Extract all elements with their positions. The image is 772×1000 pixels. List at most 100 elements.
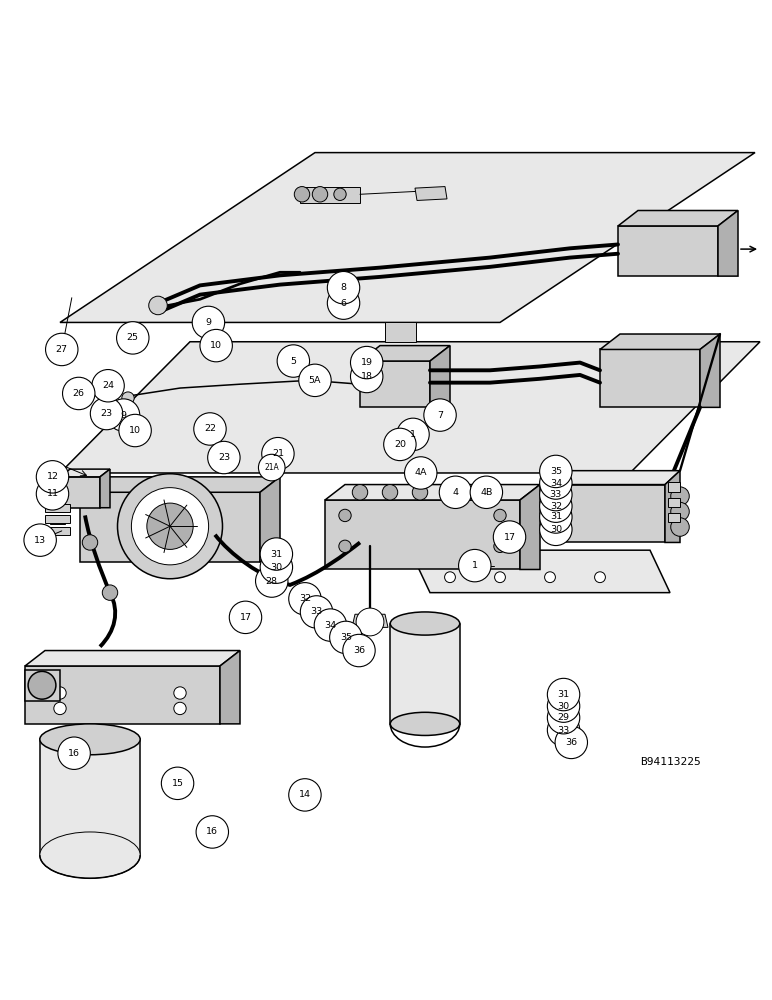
Circle shape (540, 513, 572, 546)
Ellipse shape (40, 724, 141, 755)
Polygon shape (390, 624, 460, 724)
Text: 33: 33 (310, 607, 323, 616)
Circle shape (229, 601, 262, 634)
Text: 14: 14 (299, 790, 311, 799)
Polygon shape (25, 666, 220, 724)
Text: 8: 8 (340, 283, 347, 292)
Circle shape (540, 501, 572, 533)
Text: 32: 32 (299, 594, 311, 603)
Circle shape (445, 572, 455, 583)
Circle shape (671, 518, 689, 536)
Circle shape (594, 572, 605, 583)
Text: 36: 36 (565, 738, 577, 747)
Text: 7: 7 (437, 411, 443, 420)
Circle shape (102, 585, 117, 600)
Circle shape (540, 455, 572, 488)
Ellipse shape (391, 712, 460, 735)
Circle shape (92, 370, 124, 402)
Bar (668, 482, 680, 492)
Text: 24: 24 (102, 381, 114, 390)
Polygon shape (50, 515, 65, 524)
Polygon shape (45, 504, 70, 512)
Circle shape (194, 413, 226, 445)
Text: 16: 16 (206, 827, 218, 836)
Text: 10: 10 (129, 426, 141, 435)
Circle shape (350, 346, 383, 379)
Circle shape (300, 596, 333, 628)
Text: 33: 33 (557, 726, 570, 735)
Polygon shape (600, 334, 720, 349)
Text: 31: 31 (557, 690, 570, 699)
Circle shape (671, 502, 689, 521)
Polygon shape (260, 477, 280, 562)
Circle shape (343, 634, 375, 667)
Polygon shape (665, 471, 680, 542)
Polygon shape (600, 349, 700, 407)
Text: 9: 9 (120, 411, 127, 420)
Circle shape (174, 702, 186, 715)
Text: 1: 1 (472, 561, 478, 570)
Circle shape (131, 488, 208, 565)
Circle shape (495, 572, 506, 583)
Circle shape (63, 377, 95, 410)
Text: 5A: 5A (309, 376, 321, 385)
Circle shape (547, 701, 580, 734)
Polygon shape (700, 334, 720, 407)
Polygon shape (100, 469, 110, 508)
Text: 19: 19 (361, 358, 373, 367)
Text: 11: 11 (46, 489, 59, 498)
Circle shape (382, 485, 398, 500)
Circle shape (208, 441, 240, 474)
Circle shape (671, 487, 689, 505)
Circle shape (439, 476, 472, 508)
Circle shape (459, 549, 491, 582)
Text: 21A: 21A (264, 463, 279, 472)
Polygon shape (40, 739, 140, 855)
Circle shape (327, 271, 360, 304)
Polygon shape (555, 485, 665, 542)
Text: 30: 30 (270, 563, 283, 572)
Polygon shape (80, 477, 280, 492)
Text: 27: 27 (56, 345, 68, 354)
Polygon shape (352, 614, 388, 627)
Polygon shape (45, 527, 70, 535)
Circle shape (493, 521, 526, 553)
Circle shape (277, 345, 310, 377)
Polygon shape (618, 211, 738, 226)
Text: 6: 6 (340, 299, 347, 308)
Polygon shape (220, 651, 240, 724)
Circle shape (470, 476, 503, 508)
Polygon shape (60, 342, 760, 473)
Bar (668, 498, 680, 507)
Circle shape (289, 779, 321, 811)
Circle shape (352, 485, 367, 500)
Circle shape (350, 360, 383, 393)
Text: 4A: 4A (415, 468, 427, 477)
Bar (668, 513, 680, 522)
Circle shape (330, 621, 362, 654)
Polygon shape (325, 500, 520, 569)
Polygon shape (45, 515, 70, 523)
Text: 32: 32 (550, 502, 562, 511)
Circle shape (540, 478, 572, 511)
Text: 22: 22 (204, 424, 216, 433)
Text: 26: 26 (73, 389, 85, 398)
Circle shape (412, 485, 428, 500)
Text: 17: 17 (503, 533, 516, 542)
Circle shape (117, 474, 222, 579)
Text: 34: 34 (550, 479, 562, 488)
Text: 31: 31 (270, 550, 283, 559)
Circle shape (46, 333, 78, 366)
Polygon shape (555, 471, 680, 485)
Circle shape (405, 457, 437, 489)
Text: 20: 20 (394, 440, 406, 449)
Text: 10: 10 (210, 341, 222, 350)
Circle shape (54, 702, 66, 715)
Ellipse shape (40, 832, 141, 878)
Circle shape (397, 418, 429, 451)
Circle shape (117, 322, 149, 354)
Bar (385, 322, 416, 342)
Text: 34: 34 (324, 621, 337, 630)
Circle shape (256, 565, 288, 597)
Polygon shape (60, 469, 110, 477)
